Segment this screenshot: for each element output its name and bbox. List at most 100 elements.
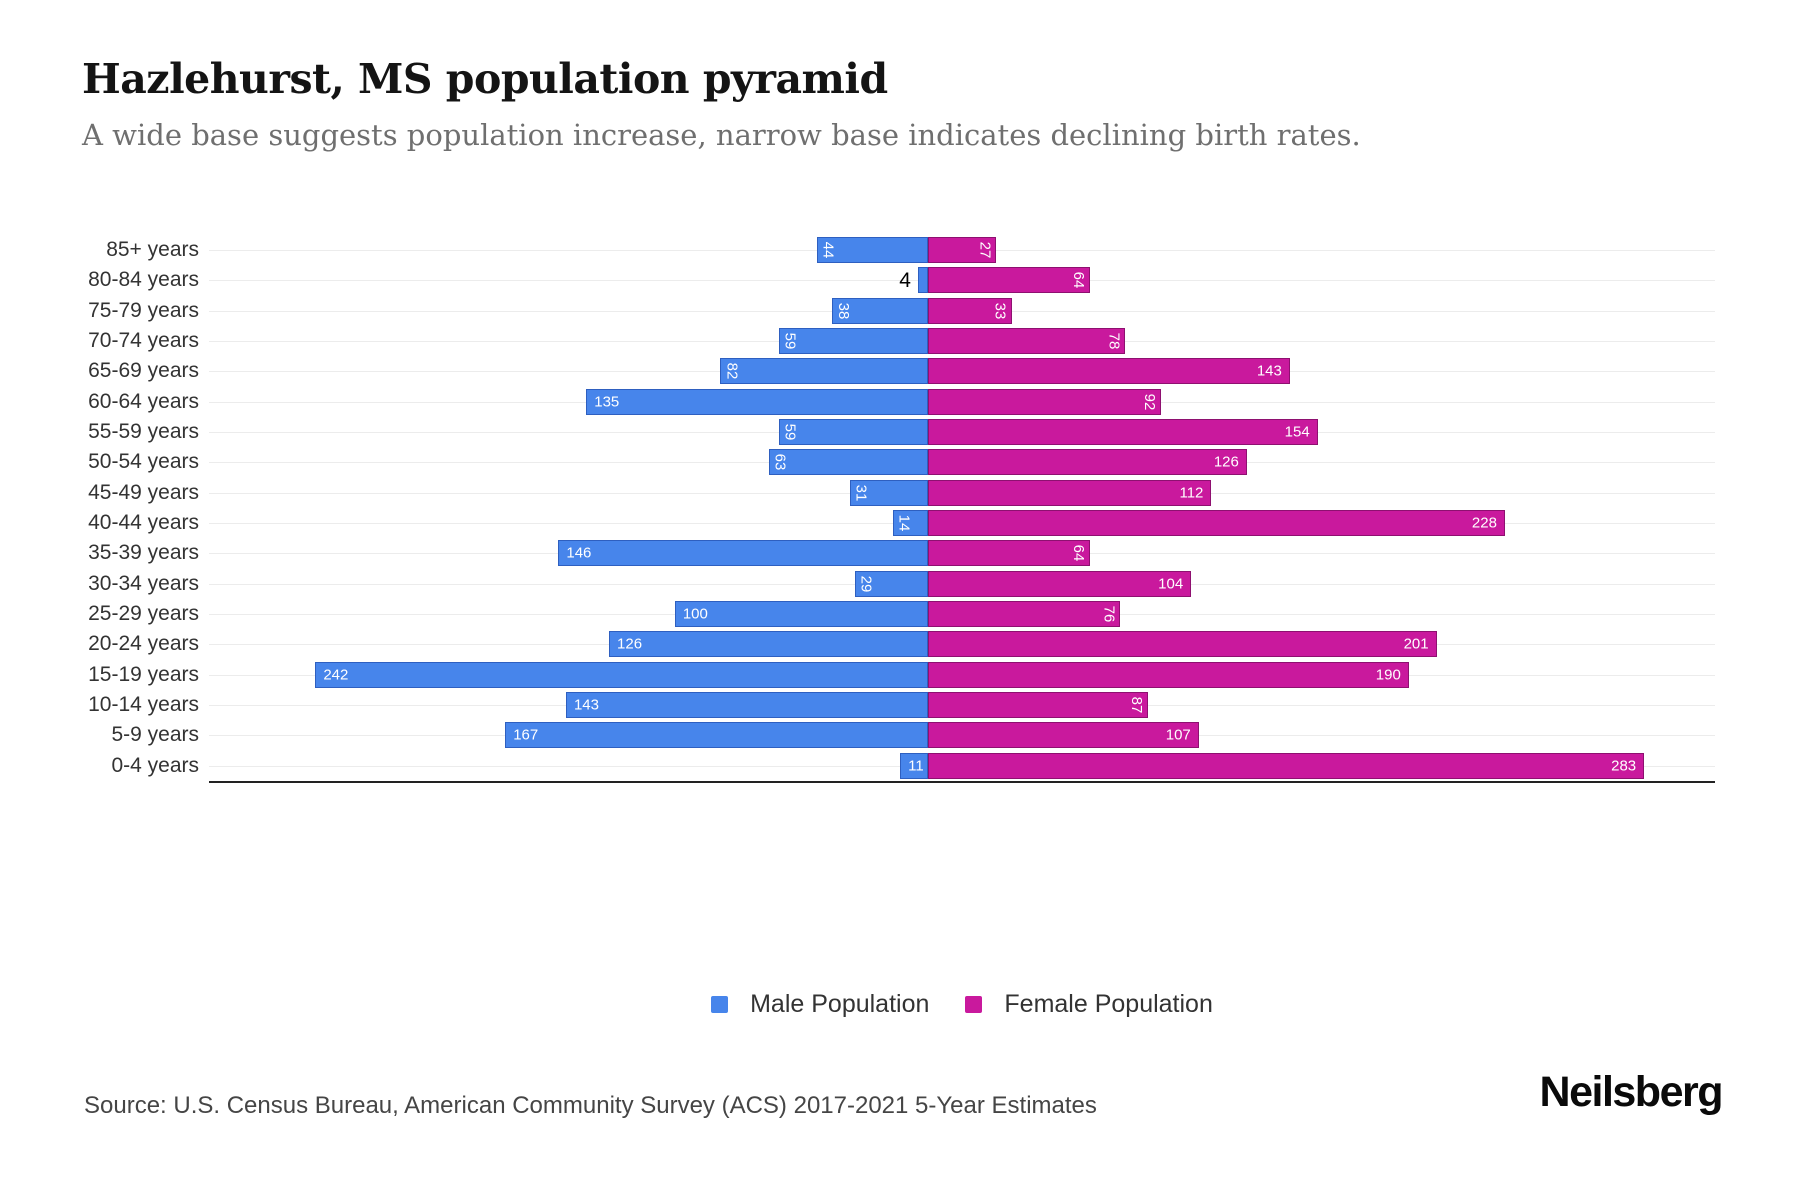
male-bar: 44 <box>816 237 928 264</box>
row-plot: 82 143 <box>209 356 1715 386</box>
bar-value-label: 135 <box>594 393 620 411</box>
female-side: 87 <box>928 690 1715 720</box>
female-bar: 126 <box>928 449 1247 476</box>
female-side: 112 <box>928 478 1715 508</box>
female-side: 78 <box>928 326 1715 356</box>
bar-value-label: 78 <box>1105 332 1123 350</box>
bar-value-label: 11 <box>908 757 924 775</box>
female-side: 104 <box>928 569 1715 599</box>
bar-value-label: 87 <box>1128 696 1146 714</box>
female-side: 190 <box>928 660 1715 690</box>
female-bar: 228 <box>928 510 1505 537</box>
male-bar: 14 <box>892 510 928 537</box>
male-side: 59 <box>209 417 928 447</box>
bar-value-label: 33 <box>991 302 1009 320</box>
female-side: 33 <box>928 296 1715 326</box>
female-bar: 87 <box>928 692 1149 719</box>
male-bar: 135 <box>586 388 928 415</box>
female-bar: 107 <box>928 722 1199 749</box>
bar-value-label: 92 <box>1140 393 1158 411</box>
bar-value-label: 107 <box>1165 726 1191 744</box>
pyramid-chart: 85+ years 44 27 80-84 years 4 64 75-79 years 38… <box>75 235 1715 783</box>
row-plot: 29 104 <box>209 569 1715 599</box>
male-bar: 100 <box>674 601 928 628</box>
male-side: 14 <box>209 508 928 538</box>
age-label: 15-19 years <box>88 662 199 686</box>
row-plot: 146 64 <box>209 538 1715 568</box>
male-bar: 31 <box>849 479 928 506</box>
male-bar <box>917 267 928 294</box>
age-label: 35-39 years <box>88 541 199 565</box>
male-bar: 242 <box>315 661 928 688</box>
legend-item-female: Female Population <box>965 990 1213 1019</box>
pyramid-row: 0-4 years 11 283 <box>75 751 1715 781</box>
male-side: 63 <box>209 447 928 477</box>
pyramid-row: 50-54 years 63 126 <box>75 447 1715 477</box>
row-plot: 44 27 <box>209 235 1715 265</box>
bar-value-label: 154 <box>1284 423 1310 441</box>
row-plot: 11 283 <box>209 751 1715 781</box>
female-bar: 27 <box>928 237 997 264</box>
male-side: 82 <box>209 356 928 386</box>
female-side: 107 <box>928 720 1715 750</box>
pyramid-row: 75-79 years 38 33 <box>75 296 1715 326</box>
female-side: 201 <box>928 629 1715 659</box>
pyramid-row: 5-9 years 167 107 <box>75 720 1715 750</box>
pyramid-row: 65-69 years 82 143 <box>75 356 1715 386</box>
bar-value-label: 31 <box>852 484 870 502</box>
male-side: 44 <box>209 235 928 265</box>
bar-value-label: 100 <box>682 605 708 623</box>
pyramid-row: 80-84 years 4 64 <box>75 265 1715 295</box>
row-plot: 38 33 <box>209 296 1715 326</box>
male-side: 146 <box>209 538 928 568</box>
row-plot: 135 92 <box>209 387 1715 417</box>
row-plot: 63 126 <box>209 447 1715 477</box>
outside-value-label: 4 <box>899 268 911 292</box>
age-label: 55-59 years <box>88 420 199 444</box>
row-plot: 31 112 <box>209 478 1715 508</box>
source-text: Source: U.S. Census Bureau, American Com… <box>84 1092 1097 1119</box>
bar-value-label: 104 <box>1158 575 1184 593</box>
male-bar: 82 <box>720 358 928 385</box>
bar-value-label: 14 <box>895 514 913 532</box>
bar-value-label: 38 <box>834 302 852 320</box>
age-label: 70-74 years <box>88 329 199 353</box>
male-side: 29 <box>209 569 928 599</box>
female-bar: 33 <box>928 297 1012 324</box>
page-title: Hazlehurst, MS population pyramid <box>82 55 888 103</box>
male-side: 38 <box>209 296 928 326</box>
legend-label-male: Male Population <box>750 990 930 1018</box>
female-bar: 78 <box>928 328 1126 355</box>
legend-item-male: Male Population <box>711 990 929 1019</box>
brand-logo: Neilsberg <box>1539 1068 1724 1116</box>
age-label: 50-54 years <box>88 450 199 474</box>
female-bar: 283 <box>928 752 1645 779</box>
female-side: 154 <box>928 417 1715 447</box>
bar-value-label: 126 <box>617 635 643 653</box>
pyramid-row: 30-34 years 29 104 <box>75 569 1715 599</box>
bar-value-label: 76 <box>1100 605 1118 623</box>
pyramid-row: 70-74 years 59 78 <box>75 326 1715 356</box>
pyramid-row: 35-39 years 146 64 <box>75 538 1715 568</box>
male-bar: 63 <box>768 449 928 476</box>
bar-value-label: 59 <box>781 332 799 350</box>
age-label: 85+ years <box>106 238 199 262</box>
male-side: 135 <box>209 387 928 417</box>
bar-value-label: 59 <box>781 423 799 441</box>
row-plot: 242 190 <box>209 660 1715 690</box>
pyramid-row: 55-59 years 59 154 <box>75 417 1715 447</box>
male-bar: 59 <box>778 419 928 446</box>
male-side: 242 <box>209 660 928 690</box>
row-plot: 4 64 <box>209 265 1715 295</box>
bar-value-label: 64 <box>1069 545 1087 562</box>
male-side: 167 <box>209 720 928 750</box>
age-label: 30-34 years <box>88 571 199 595</box>
male-bar: 11 <box>900 752 928 779</box>
female-legend-swatch-icon <box>965 996 983 1013</box>
male-bar: 143 <box>565 692 928 719</box>
pyramid-row: 40-44 years 14 228 <box>75 508 1715 538</box>
bar-value-label: 228 <box>1471 514 1497 532</box>
female-bar: 143 <box>928 358 1290 385</box>
male-bar: 126 <box>609 631 928 658</box>
